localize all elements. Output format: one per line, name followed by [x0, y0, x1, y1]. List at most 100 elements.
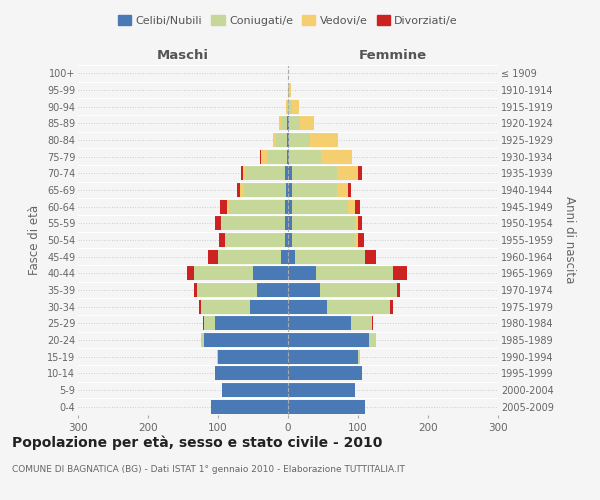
Bar: [288, 366, 361, 380]
Bar: [215, 366, 288, 380]
Bar: [288, 200, 292, 214]
Bar: [287, 100, 288, 114]
Bar: [355, 216, 358, 230]
Bar: [287, 133, 288, 147]
Bar: [292, 183, 337, 197]
Bar: [267, 150, 287, 164]
Y-axis label: Fasce di età: Fasce di età: [28, 205, 41, 275]
Bar: [292, 100, 299, 114]
Bar: [208, 250, 218, 264]
Bar: [337, 183, 347, 197]
Bar: [279, 116, 281, 130]
Bar: [368, 333, 376, 347]
Bar: [200, 300, 250, 314]
Bar: [217, 350, 218, 364]
Bar: [276, 133, 287, 147]
Bar: [355, 200, 360, 214]
Bar: [288, 300, 326, 314]
Bar: [193, 283, 197, 297]
Bar: [288, 116, 289, 130]
Bar: [197, 283, 257, 297]
Bar: [287, 150, 288, 164]
Bar: [288, 100, 292, 114]
Bar: [288, 83, 289, 97]
Text: Popolazione per età, sesso e stato civile - 2010: Popolazione per età, sesso e stato civil…: [12, 435, 382, 450]
Bar: [316, 266, 393, 280]
Bar: [221, 216, 222, 230]
Legend: Celibi/Nubili, Coniugati/e, Vedovi/e, Divorziati/e: Celibi/Nubili, Coniugati/e, Vedovi/e, Di…: [113, 10, 463, 30]
Bar: [289, 83, 291, 97]
Bar: [288, 150, 289, 164]
Y-axis label: Anni di nascita: Anni di nascita: [563, 196, 576, 284]
Bar: [286, 183, 288, 197]
Bar: [393, 266, 407, 280]
Bar: [284, 166, 288, 180]
Bar: [285, 216, 288, 230]
Bar: [221, 383, 288, 397]
Bar: [215, 216, 221, 230]
Bar: [397, 283, 400, 297]
Bar: [292, 216, 355, 230]
Bar: [288, 166, 292, 180]
Bar: [220, 200, 227, 214]
Bar: [286, 100, 287, 114]
Bar: [288, 216, 292, 230]
Bar: [295, 250, 365, 264]
Bar: [289, 116, 300, 130]
Bar: [358, 350, 360, 364]
Bar: [300, 116, 314, 130]
Bar: [288, 383, 355, 397]
Bar: [355, 233, 358, 247]
Bar: [288, 400, 365, 414]
Bar: [288, 133, 289, 147]
Bar: [200, 333, 204, 347]
Bar: [310, 133, 338, 147]
Bar: [199, 300, 200, 314]
Bar: [372, 316, 373, 330]
Bar: [218, 250, 281, 264]
Bar: [288, 333, 368, 347]
Bar: [242, 166, 246, 180]
Bar: [288, 283, 320, 297]
Bar: [227, 200, 229, 214]
Bar: [288, 266, 316, 280]
Bar: [347, 183, 351, 197]
Bar: [187, 266, 193, 280]
Bar: [292, 166, 337, 180]
Bar: [246, 166, 284, 180]
Bar: [262, 150, 267, 164]
Bar: [215, 316, 288, 330]
Bar: [326, 300, 389, 314]
Bar: [288, 316, 351, 330]
Bar: [288, 183, 292, 197]
Bar: [347, 200, 355, 214]
Bar: [244, 183, 286, 197]
Bar: [289, 133, 310, 147]
Bar: [281, 116, 287, 130]
Bar: [358, 233, 364, 247]
Bar: [222, 216, 285, 230]
Bar: [365, 250, 376, 264]
Bar: [337, 166, 358, 180]
Bar: [288, 250, 295, 264]
Text: Femmine: Femmine: [359, 48, 427, 62]
Bar: [321, 150, 352, 164]
Bar: [272, 133, 276, 147]
Bar: [351, 316, 372, 330]
Bar: [241, 183, 244, 197]
Bar: [229, 200, 285, 214]
Bar: [225, 233, 284, 247]
Bar: [288, 233, 292, 247]
Bar: [284, 233, 288, 247]
Bar: [285, 200, 288, 214]
Bar: [204, 316, 215, 330]
Text: COMUNE DI BAGNATICA (BG) - Dati ISTAT 1° gennaio 2010 - Elaborazione TUTTITALIA.: COMUNE DI BAGNATICA (BG) - Dati ISTAT 1°…: [12, 465, 405, 474]
Bar: [241, 166, 242, 180]
Bar: [287, 116, 288, 130]
Text: Maschi: Maschi: [157, 48, 209, 62]
Bar: [257, 283, 288, 297]
Bar: [292, 233, 355, 247]
Bar: [193, 266, 253, 280]
Bar: [250, 300, 288, 314]
Bar: [211, 400, 288, 414]
